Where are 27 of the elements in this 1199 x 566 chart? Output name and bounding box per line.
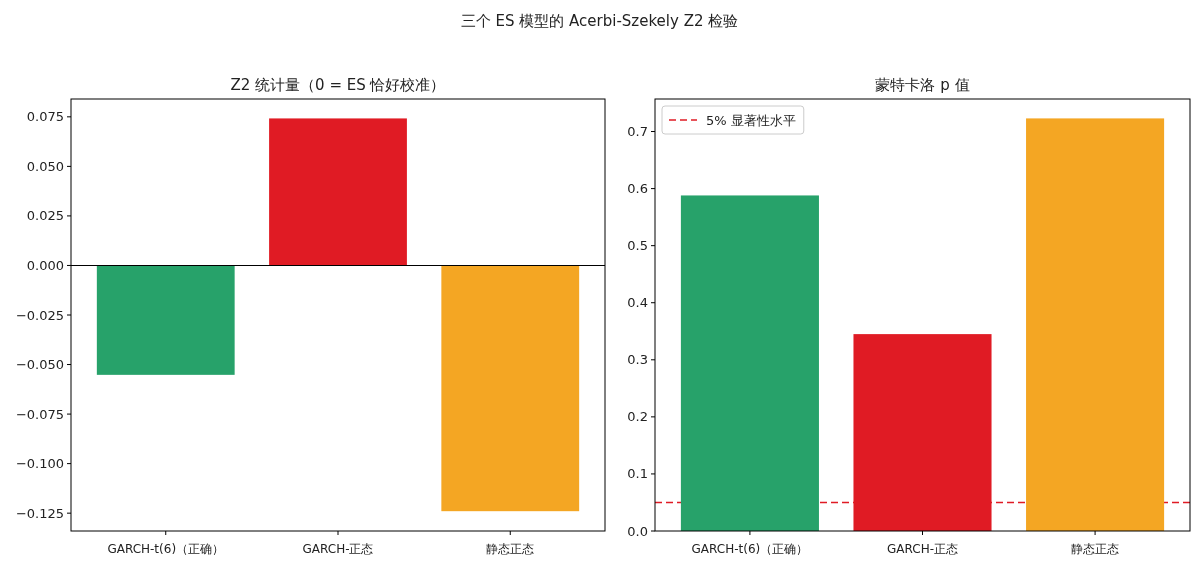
y-tick-label: −0.125: [15, 505, 64, 521]
y-tick-label: 0.4: [627, 295, 648, 311]
y-tick-label: −0.100: [15, 456, 64, 472]
y-tick-label: −0.075: [15, 406, 64, 422]
x-tick-label: GARCH-正态: [887, 542, 958, 556]
y-tick-label: 0.075: [26, 109, 64, 125]
y-tick-label: 0.000: [26, 257, 64, 273]
x-tick-label: 静态正态: [486, 542, 535, 556]
y-tick-label: 0.5: [627, 238, 648, 254]
y-tick-label: 0.3: [627, 352, 648, 368]
y-tick-label: 0.025: [26, 208, 64, 224]
y-tick-label: −0.050: [15, 357, 64, 373]
y-tick-label: 0.050: [26, 158, 64, 174]
x-tick-label: GARCH-t(6)（正确）: [107, 542, 225, 556]
legend-label: 5% 显著性水平: [706, 113, 796, 128]
y-tick-label: 0.1: [627, 466, 648, 482]
x-tick-label: GARCH-正态: [302, 542, 374, 556]
text: 三个 ES 模型的 Acerbi-Szekely Z2 检验: [460, 12, 739, 30]
x-tick-label: GARCH-t(6)（正确）: [691, 542, 809, 556]
y-tick-label: 0.0: [627, 523, 648, 539]
chart-title: 蒙特卡洛 p 值: [875, 76, 970, 94]
y-tick-label: 0.2: [627, 409, 648, 425]
y-tick-label: 0.6: [627, 181, 648, 197]
x-tick-label: 静态正态: [1071, 542, 1120, 556]
y-tick-label: −0.025: [15, 307, 64, 323]
y-tick-label: 0.7: [627, 124, 648, 140]
chart-title: Z2 统计量（0 = ES 恰好校准）: [230, 76, 446, 94]
